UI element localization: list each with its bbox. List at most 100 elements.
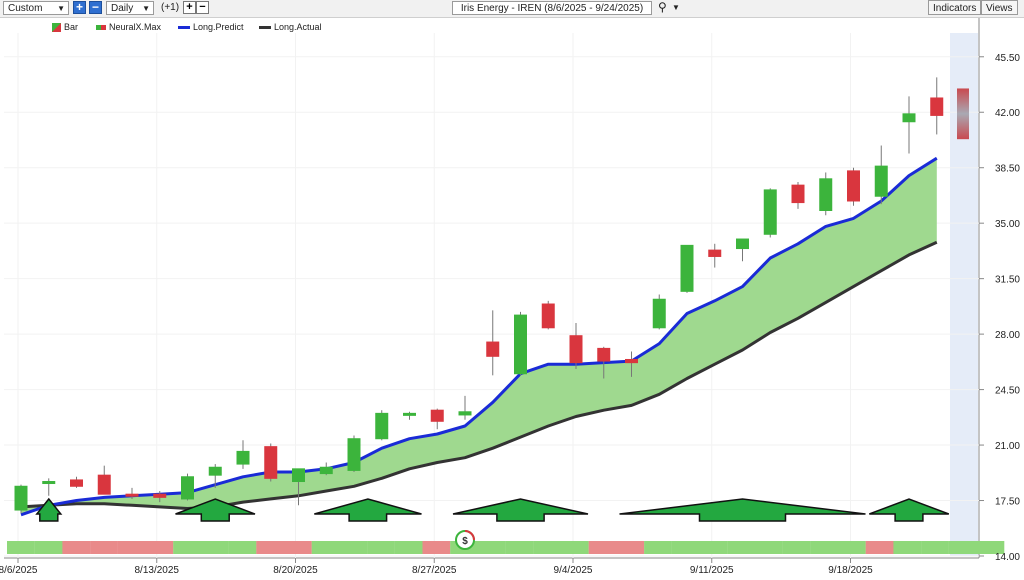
- signal-band-cell: [699, 541, 728, 554]
- signal-band-cell: [561, 541, 589, 554]
- signal-band-cell: [34, 541, 63, 554]
- signal-band-cell: [948, 541, 977, 554]
- candle-body[interactable]: [541, 303, 555, 329]
- buy-signal-arrow: [869, 498, 950, 522]
- y-tick-label: 38.50: [995, 164, 1020, 175]
- candle-body[interactable]: [14, 485, 28, 511]
- signal-band-cell: [477, 541, 506, 554]
- candle-body[interactable]: [763, 189, 777, 235]
- chart-title: Iris Energy - IREN (8/6/2025 - 9/24/2025…: [460, 3, 644, 14]
- candle-body[interactable]: [319, 466, 333, 475]
- signal-band-cell: [505, 541, 534, 554]
- x-tick-label: 8/13/2025: [135, 565, 180, 576]
- y-tick-label: 42.00: [995, 108, 1020, 119]
- legend-neuralx: NeuralX.Max: [96, 22, 161, 32]
- x-tick-label: 8/27/2025: [412, 565, 457, 576]
- long-predict-line: [20, 156, 938, 517]
- signal-band-cell: [727, 541, 755, 554]
- long-actual-line: [20, 240, 938, 510]
- y-tick-label: 24.50: [995, 386, 1020, 397]
- y-tick-label: 17.50: [995, 497, 1020, 508]
- candle-body[interactable]: [181, 476, 194, 500]
- signal-band-cell: [533, 541, 562, 554]
- prediction-fill-area: [21, 158, 937, 515]
- interval-label: Daily: [111, 3, 134, 14]
- candle-body[interactable]: [874, 165, 888, 197]
- signal-band-cell: [976, 541, 1005, 554]
- custom-label: Custom: [8, 3, 43, 14]
- x-tick-label: 8/6/2025: [0, 565, 38, 576]
- y-tick-label: 35.00: [995, 219, 1020, 230]
- chevron-down-icon[interactable]: ▼: [672, 3, 680, 12]
- candle-body[interactable]: [708, 249, 722, 257]
- candle-body[interactable]: [125, 493, 139, 497]
- candle-body[interactable]: [819, 178, 833, 212]
- signal-band-cell: [256, 541, 285, 554]
- neuralx-swatch-icon: [96, 25, 106, 31]
- zoom-out-button[interactable]: −: [89, 1, 102, 14]
- signal-band-cell: [893, 541, 922, 554]
- candle-body[interactable]: [569, 335, 583, 364]
- candle-body[interactable]: [375, 412, 389, 440]
- candle-body[interactable]: [264, 446, 278, 479]
- y-tick-label: 14.00: [995, 552, 1020, 563]
- candle-body[interactable]: [680, 244, 694, 292]
- candle-body[interactable]: [430, 409, 444, 422]
- candle-body[interactable]: [514, 314, 527, 375]
- signal-band-cell: [200, 541, 229, 554]
- candle-body[interactable]: [292, 468, 305, 483]
- candle-body[interactable]: [236, 450, 250, 465]
- candle-body[interactable]: [930, 97, 944, 116]
- signal-band-cell: [145, 541, 174, 554]
- legend-long-predict-label: Long.Predict: [193, 22, 244, 32]
- candle-body[interactable]: [70, 479, 83, 487]
- candle-body[interactable]: [736, 238, 749, 250]
- views-button[interactable]: Views: [981, 0, 1018, 15]
- chart-title-box[interactable]: Iris Energy - IREN (8/6/2025 - 9/24/2025…: [452, 1, 652, 15]
- candle-body[interactable]: [652, 298, 666, 329]
- candle-body[interactable]: [97, 474, 111, 495]
- buy-signal-arrow: [619, 498, 866, 522]
- custom-dropdown[interactable]: Custom ▼: [3, 1, 69, 15]
- signal-band-cell: [339, 541, 368, 554]
- interval-dropdown[interactable]: Daily ▼: [106, 1, 154, 15]
- predict-swatch-icon: [178, 26, 190, 30]
- buy-signal-arrow: [35, 497, 63, 522]
- candle-body[interactable]: [42, 481, 56, 485]
- signal-band-cell: [311, 541, 340, 554]
- signal-band-cell: [644, 541, 672, 554]
- signal-band-cell: [90, 541, 118, 554]
- signal-band-cell: [394, 541, 423, 554]
- dollar-icon[interactable]: $: [455, 530, 475, 550]
- y-tick-label: 45.50: [995, 53, 1020, 64]
- candle-body[interactable]: [791, 184, 805, 204]
- zoom-in-button[interactable]: +: [73, 1, 86, 14]
- offset-decrease-button[interactable]: −: [196, 1, 209, 14]
- signal-band-cell: [228, 541, 257, 554]
- indicators-label: Indicators: [933, 3, 977, 14]
- forecast-candle[interactable]: [957, 88, 969, 140]
- candle-body[interactable]: [208, 466, 222, 476]
- candle-body[interactable]: [403, 412, 416, 416]
- candle-body[interactable]: [625, 358, 638, 364]
- candle-body[interactable]: [486, 341, 500, 357]
- search-icon[interactable]: ⚲: [658, 0, 667, 14]
- legend-long-actual-label: Long.Actual: [274, 22, 322, 32]
- offset-label: (+1): [161, 2, 180, 13]
- signal-band-cell: [284, 541, 312, 554]
- legend-bar-label: Bar: [64, 22, 79, 32]
- candle-body[interactable]: [458, 411, 472, 416]
- candle-body[interactable]: [597, 347, 611, 362]
- y-tick-label: 31.50: [995, 275, 1020, 286]
- candle-body[interactable]: [153, 493, 167, 498]
- candle-body[interactable]: [902, 113, 916, 123]
- offset-increase-button[interactable]: +: [183, 1, 196, 14]
- indicators-button[interactable]: Indicators: [928, 0, 982, 15]
- bar-swatch-icon: [52, 23, 61, 33]
- signal-band-cell: [117, 541, 146, 554]
- svg-text:$: $: [462, 536, 468, 547]
- candle-body[interactable]: [347, 438, 361, 471]
- candle-body[interactable]: [847, 170, 860, 202]
- toolbar: Custom ▼ + − Daily ▼ (+1) + − Iris Energ…: [0, 0, 1024, 18]
